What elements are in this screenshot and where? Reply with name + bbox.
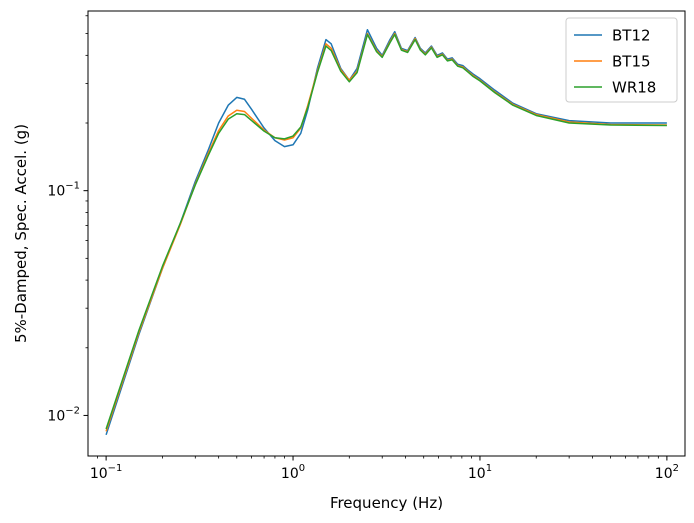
y-tick-label: 10−2 xyxy=(47,405,80,424)
x-tick-label: 101 xyxy=(468,463,492,482)
legend-box xyxy=(565,17,678,103)
x-tick-label: 102 xyxy=(655,463,679,482)
legend-label-bt12: BT12 xyxy=(612,27,651,45)
legend-label-wr18: WR18 xyxy=(612,79,656,97)
ticks-layer: 10−1 100 101 102 10−2 10−1 xyxy=(47,15,679,482)
x-tick-label: 10−1 xyxy=(90,463,123,482)
y-tick-label: 10−1 xyxy=(47,181,80,200)
x-axis-title: Frequency (Hz) xyxy=(330,494,443,512)
x-tick-label: 100 xyxy=(281,463,305,482)
y-axis-title: 5%-Damped, Spec. Accel. (g) xyxy=(12,124,30,343)
legend-label-bt15: BT15 xyxy=(612,53,651,71)
series-line-bt12 xyxy=(105,28,667,436)
plot-frame xyxy=(87,10,686,457)
series-line-wr18 xyxy=(105,33,667,430)
series-layer xyxy=(105,28,667,436)
legend: BT12 BT15 WR18 xyxy=(565,17,678,103)
